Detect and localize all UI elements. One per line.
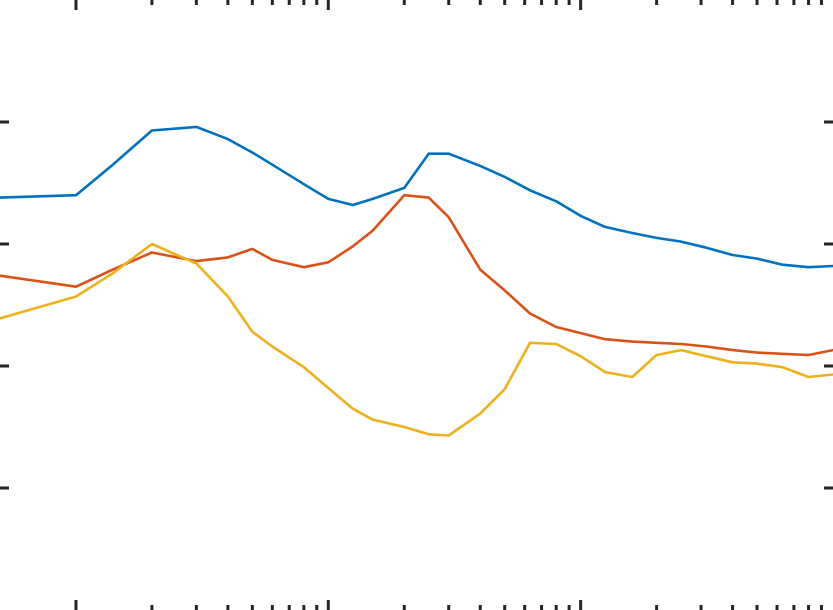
series-line-1 (0, 125, 833, 269)
series-line-3 (0, 242, 833, 437)
series-lines (0, 125, 833, 437)
series-line-2 (0, 193, 833, 357)
